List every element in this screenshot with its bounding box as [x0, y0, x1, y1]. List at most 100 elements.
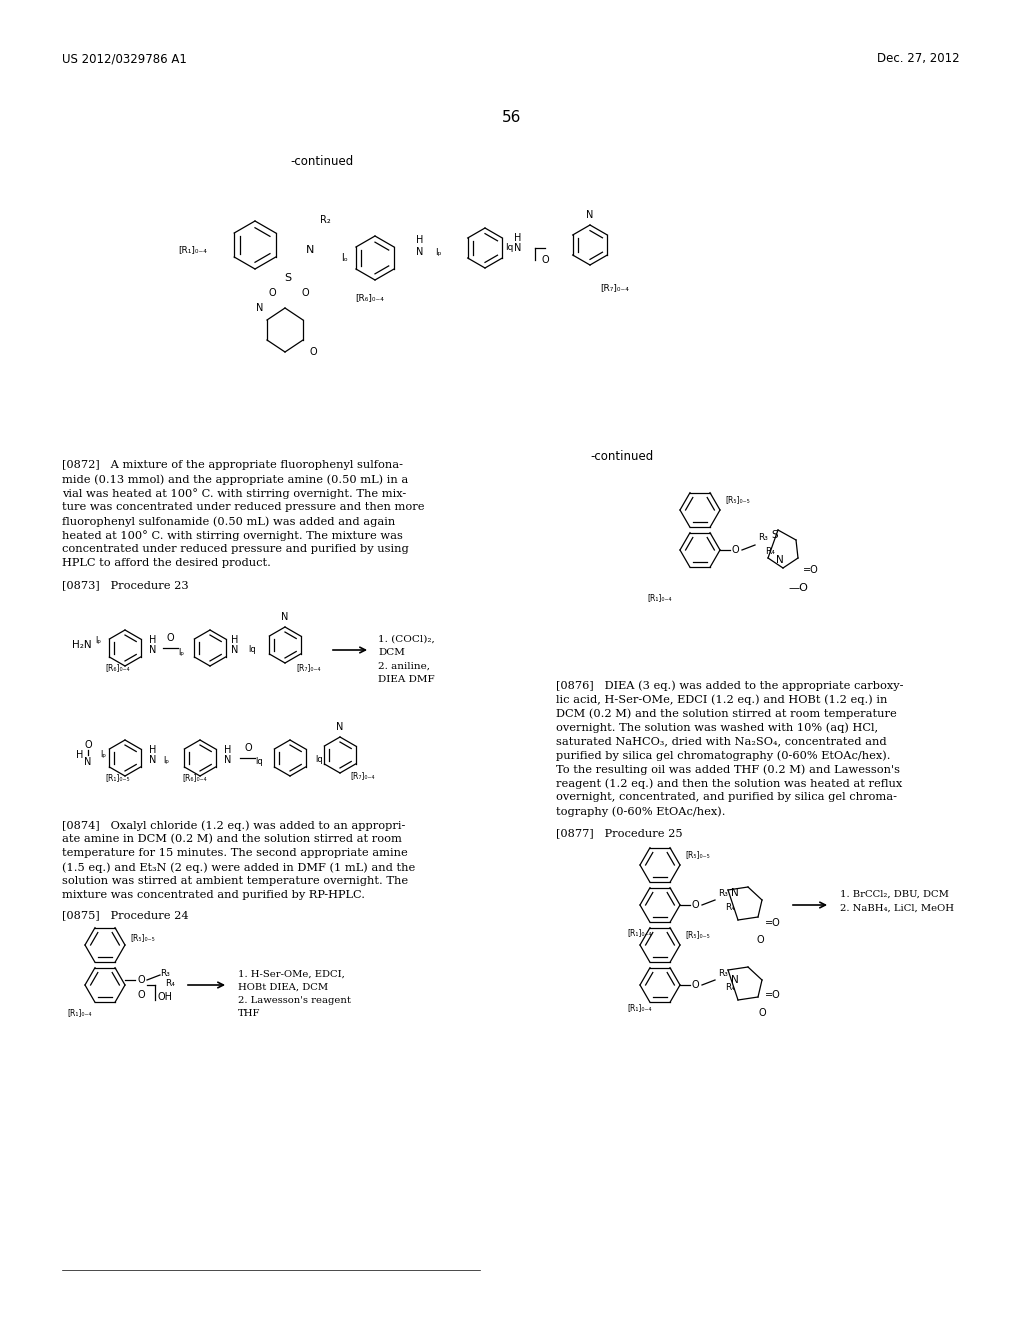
Text: lₚ: lₚ	[178, 648, 184, 656]
Text: 2. NaBH₄, LiCl, MeOH: 2. NaBH₄, LiCl, MeOH	[840, 904, 954, 913]
Text: R₃: R₃	[160, 969, 170, 978]
Text: [R₆]₀₋₄: [R₆]₀₋₄	[182, 774, 207, 781]
Text: R₃: R₃	[758, 533, 768, 543]
Text: N: N	[231, 645, 239, 655]
Text: O: O	[756, 935, 764, 945]
Text: reagent (1.2 eq.) and then the solution was heated at reflux: reagent (1.2 eq.) and then the solution …	[556, 777, 902, 788]
Text: H: H	[231, 635, 239, 645]
Text: temperature for 15 minutes. The second appropriate amine: temperature for 15 minutes. The second a…	[62, 847, 408, 858]
Text: O: O	[758, 1008, 766, 1018]
Text: HOBt DIEA, DCM: HOBt DIEA, DCM	[238, 983, 328, 993]
Text: [R₁]₀₋₄: [R₁]₀₋₄	[648, 593, 672, 602]
Text: O: O	[137, 975, 144, 985]
Text: [R₇]₀₋₄: [R₇]₀₋₄	[296, 663, 321, 672]
Text: 1. H-Ser-OMe, EDCI,: 1. H-Ser-OMe, EDCI,	[238, 970, 345, 979]
Text: R₂: R₂	[319, 215, 331, 224]
Text: DCM (0.2 M) and the solution stirred at room temperature: DCM (0.2 M) and the solution stirred at …	[556, 708, 897, 718]
Text: lₒ: lₒ	[342, 253, 348, 263]
Text: N: N	[306, 246, 314, 255]
Text: To the resulting oil was added THF (0.2 M) and Lawesson's: To the resulting oil was added THF (0.2 …	[556, 764, 900, 775]
Text: H₂N: H₂N	[72, 640, 91, 649]
Text: [R₁]₀₋₄: [R₁]₀₋₄	[68, 1008, 92, 1016]
Text: 56: 56	[503, 110, 521, 125]
Text: 2. aniline,: 2. aniline,	[378, 663, 430, 671]
Text: solution was stirred at ambient temperature overnight. The: solution was stirred at ambient temperat…	[62, 876, 409, 886]
Text: lq: lq	[315, 755, 323, 764]
Text: lₚ: lₚ	[100, 751, 106, 759]
Text: Dec. 27, 2012: Dec. 27, 2012	[878, 51, 961, 65]
Text: H: H	[514, 234, 521, 243]
Text: [R₆]₀₋₄: [R₆]₀₋₄	[105, 663, 130, 672]
Text: S: S	[772, 531, 778, 540]
Text: tography (0-60% EtOAc/hex).: tography (0-60% EtOAc/hex).	[556, 807, 725, 817]
Text: [R₇]₀₋₄: [R₇]₀₋₄	[350, 771, 375, 780]
Text: =O: =O	[803, 565, 819, 576]
Text: O: O	[84, 741, 92, 750]
Text: N: N	[150, 755, 157, 766]
Text: lq: lq	[248, 645, 256, 655]
Text: S: S	[285, 273, 292, 282]
Text: O: O	[137, 990, 145, 1001]
Text: lq: lq	[255, 758, 263, 767]
Text: R₄: R₄	[725, 903, 735, 912]
Text: OH: OH	[157, 993, 172, 1002]
Text: N: N	[776, 554, 784, 565]
Text: H: H	[150, 635, 157, 645]
Text: purified by silica gel chromatography (0-60% EtOAc/hex).: purified by silica gel chromatography (0…	[556, 750, 891, 760]
Text: 2. Lawesson's reagent: 2. Lawesson's reagent	[238, 997, 351, 1005]
Text: lic acid, H-Ser-OMe, EDCI (1.2 eq.) and HOBt (1.2 eq.) in: lic acid, H-Ser-OMe, EDCI (1.2 eq.) and …	[556, 694, 888, 705]
Text: THF: THF	[238, 1008, 260, 1018]
Text: [R₁]₀₋₄: [R₁]₀₋₄	[628, 928, 652, 937]
Text: [R₇]₀₋₄: [R₇]₀₋₄	[600, 282, 629, 292]
Text: lₚ: lₚ	[95, 636, 101, 645]
Text: O: O	[310, 347, 317, 356]
Text: lₚ: lₚ	[163, 755, 169, 764]
Text: H: H	[417, 235, 424, 246]
Text: R₄: R₄	[165, 978, 175, 987]
Text: -continued: -continued	[590, 450, 653, 463]
Text: N: N	[587, 210, 594, 220]
Text: concentrated under reduced pressure and purified by using: concentrated under reduced pressure and …	[62, 544, 409, 554]
Text: N: N	[731, 975, 739, 985]
Text: N: N	[417, 247, 424, 257]
Text: H: H	[150, 744, 157, 755]
Text: [0876]   DIEA (3 eq.) was added to the appropriate carboxy-: [0876] DIEA (3 eq.) was added to the app…	[556, 680, 903, 690]
Text: vial was heated at 100° C. with stirring overnight. The mix-: vial was heated at 100° C. with stirring…	[62, 488, 407, 499]
Text: H: H	[77, 750, 84, 760]
Text: N: N	[282, 612, 289, 622]
Text: [R₅]₀₋₅: [R₅]₀₋₅	[685, 850, 710, 859]
Text: mide (0.13 mmol) and the appropriate amine (0.50 mL) in a: mide (0.13 mmol) and the appropriate ami…	[62, 474, 409, 484]
Text: O: O	[166, 634, 174, 643]
Text: N: N	[731, 888, 739, 898]
Text: ture was concentrated under reduced pressure and then more: ture was concentrated under reduced pres…	[62, 502, 425, 512]
Text: [0872]   A mixture of the appropriate fluorophenyl sulfona-: [0872] A mixture of the appropriate fluo…	[62, 459, 403, 470]
Text: mixture was concentrated and purified by RP-HPLC.: mixture was concentrated and purified by…	[62, 890, 365, 900]
Text: saturated NaHCO₃, dried with Na₂SO₄, concentrated and: saturated NaHCO₃, dried with Na₂SO₄, con…	[556, 737, 887, 746]
Text: [R₅]₀₋₅: [R₅]₀₋₅	[130, 933, 155, 942]
Text: N: N	[224, 755, 231, 766]
Text: overnight. The solution was washed with 10% (aq) HCl,: overnight. The solution was washed with …	[556, 722, 879, 733]
Text: O: O	[732, 545, 739, 554]
Text: N: N	[336, 722, 344, 733]
Text: H: H	[224, 744, 231, 755]
Text: 1. BrCCl₂, DBU, DCM: 1. BrCCl₂, DBU, DCM	[840, 890, 949, 899]
Text: R₃: R₃	[718, 969, 728, 978]
Text: R₄: R₄	[725, 982, 735, 991]
Text: [R₁]₀₋₅: [R₁]₀₋₅	[105, 774, 130, 781]
Text: HPLC to afford the desired product.: HPLC to afford the desired product.	[62, 558, 271, 568]
Text: R₃: R₃	[718, 888, 728, 898]
Text: DIEA DMF: DIEA DMF	[378, 675, 434, 684]
Text: N: N	[256, 304, 263, 313]
Text: [0873]   Procedure 23: [0873] Procedure 23	[62, 579, 188, 590]
Text: lq: lq	[505, 243, 513, 252]
Text: =O: =O	[765, 917, 780, 928]
Text: O: O	[301, 288, 309, 298]
Text: 1. (COCl)₂,: 1. (COCl)₂,	[378, 635, 435, 644]
Text: US 2012/0329786 A1: US 2012/0329786 A1	[62, 51, 186, 65]
Text: N: N	[150, 645, 157, 655]
Text: [0875]   Procedure 24: [0875] Procedure 24	[62, 909, 188, 920]
Text: N: N	[514, 243, 521, 253]
Text: heated at 100° C. with stirring overnight. The mixture was: heated at 100° C. with stirring overnigh…	[62, 531, 402, 541]
Text: =O: =O	[765, 990, 780, 1001]
Text: O: O	[542, 255, 549, 265]
